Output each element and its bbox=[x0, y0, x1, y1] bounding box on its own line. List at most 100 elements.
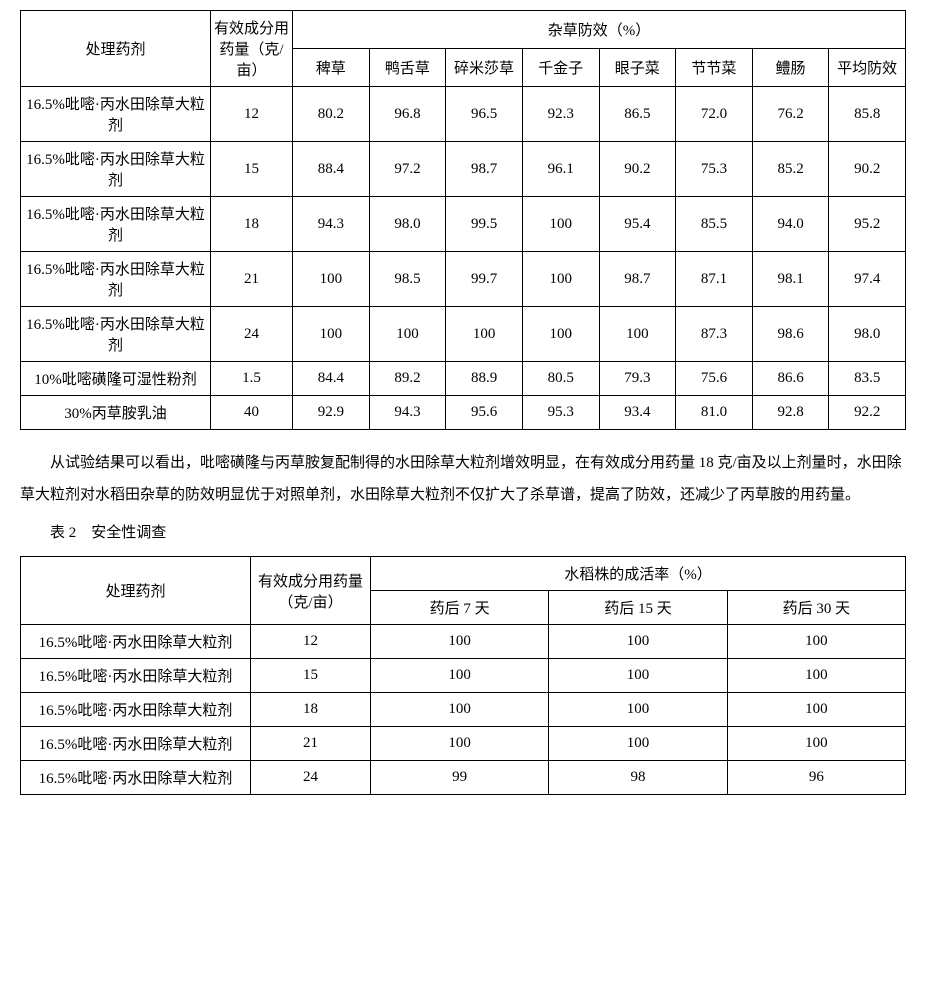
cell-value: 100 bbox=[727, 727, 905, 761]
th-survival: 水稻株的成活率（%） bbox=[371, 557, 906, 591]
th-col: 鳢肠 bbox=[752, 49, 829, 87]
cell-value: 100 bbox=[371, 693, 549, 727]
cell-value: 86.6 bbox=[752, 362, 829, 396]
cell-agent: 30%丙草胺乳油 bbox=[21, 396, 211, 430]
cell-value: 96.5 bbox=[446, 87, 523, 142]
cell-value: 100 bbox=[727, 659, 905, 693]
th-dose: 有效成分用药量（克/亩） bbox=[251, 557, 371, 625]
th-agent: 处理药剂 bbox=[21, 557, 251, 625]
efficacy-table: 处理药剂 有效成分用药量（克/亩） 杂草防效（%） 稗草 鸭舌草 碎米莎草 千金… bbox=[20, 10, 906, 430]
table-row: 16.5%吡嘧·丙水田除草大粒剂1280.296.896.592.386.572… bbox=[21, 87, 906, 142]
cell-dose: 18 bbox=[251, 693, 371, 727]
th-col: 药后 7 天 bbox=[371, 591, 549, 625]
cell-value: 83.5 bbox=[829, 362, 906, 396]
th-col: 平均防效 bbox=[829, 49, 906, 87]
cell-value: 92.3 bbox=[522, 87, 599, 142]
cell-value: 88.4 bbox=[293, 142, 370, 197]
cell-value: 90.2 bbox=[599, 142, 676, 197]
cell-value: 100 bbox=[369, 307, 446, 362]
cell-value: 92.8 bbox=[752, 396, 829, 430]
cell-value: 98.0 bbox=[829, 307, 906, 362]
cell-value: 98.6 bbox=[752, 307, 829, 362]
table-row: 16.5%吡嘧·丙水田除草大粒剂2410010010010010087.398.… bbox=[21, 307, 906, 362]
table-row: 16.5%吡嘧·丙水田除草大粒剂1894.398.099.510095.485.… bbox=[21, 197, 906, 252]
cell-agent: 16.5%吡嘧·丙水田除草大粒剂 bbox=[21, 625, 251, 659]
cell-value: 99.5 bbox=[446, 197, 523, 252]
cell-value: 81.0 bbox=[676, 396, 753, 430]
cell-dose: 21 bbox=[251, 727, 371, 761]
cell-value: 75.3 bbox=[676, 142, 753, 197]
cell-value: 96.1 bbox=[522, 142, 599, 197]
cell-value: 100 bbox=[549, 727, 727, 761]
th-col: 鸭舌草 bbox=[369, 49, 446, 87]
cell-value: 98.5 bbox=[369, 252, 446, 307]
cell-value: 84.4 bbox=[293, 362, 370, 396]
cell-value: 100 bbox=[522, 307, 599, 362]
table-row: 16.5%吡嘧·丙水田除草大粒剂15100100100 bbox=[21, 659, 906, 693]
safety-table: 处理药剂 有效成分用药量（克/亩） 水稻株的成活率（%） 药后 7 天 药后 1… bbox=[20, 556, 906, 795]
table-row: 16.5%吡嘧·丙水田除草大粒剂2110098.599.710098.787.1… bbox=[21, 252, 906, 307]
th-col: 千金子 bbox=[522, 49, 599, 87]
cell-agent: 16.5%吡嘧·丙水田除草大粒剂 bbox=[21, 307, 211, 362]
cell-value: 87.1 bbox=[676, 252, 753, 307]
cell-value: 98.0 bbox=[369, 197, 446, 252]
cell-dose: 12 bbox=[211, 87, 293, 142]
cell-agent: 16.5%吡嘧·丙水田除草大粒剂 bbox=[21, 142, 211, 197]
cell-dose: 18 bbox=[211, 197, 293, 252]
cell-dose: 24 bbox=[251, 761, 371, 795]
cell-value: 86.5 bbox=[599, 87, 676, 142]
th-col: 药后 30 天 bbox=[727, 591, 905, 625]
cell-agent: 16.5%吡嘧·丙水田除草大粒剂 bbox=[21, 252, 211, 307]
th-efficacy: 杂草防效（%） bbox=[293, 11, 906, 49]
cell-value: 90.2 bbox=[829, 142, 906, 197]
th-col: 碎米莎草 bbox=[446, 49, 523, 87]
cell-agent: 16.5%吡嘧·丙水田除草大粒剂 bbox=[21, 659, 251, 693]
cell-value: 100 bbox=[522, 252, 599, 307]
cell-value: 100 bbox=[371, 659, 549, 693]
cell-dose: 12 bbox=[251, 625, 371, 659]
cell-value: 100 bbox=[549, 693, 727, 727]
cell-value: 95.3 bbox=[522, 396, 599, 430]
table-row: 16.5%吡嘧·丙水田除草大粒剂1588.497.298.796.190.275… bbox=[21, 142, 906, 197]
cell-dose: 15 bbox=[211, 142, 293, 197]
cell-value: 98.7 bbox=[446, 142, 523, 197]
cell-value: 100 bbox=[599, 307, 676, 362]
table-row: 16.5%吡嘧·丙水田除草大粒剂18100100100 bbox=[21, 693, 906, 727]
cell-value: 98 bbox=[549, 761, 727, 795]
th-agent: 处理药剂 bbox=[21, 11, 211, 87]
cell-value: 79.3 bbox=[599, 362, 676, 396]
cell-value: 100 bbox=[371, 625, 549, 659]
cell-value: 100 bbox=[727, 693, 905, 727]
cell-value: 96 bbox=[727, 761, 905, 795]
table2-caption: 表 2 安全性调查 bbox=[20, 521, 906, 542]
table-row: 10%吡嘧磺隆可湿性粉剂1.584.489.288.980.579.375.68… bbox=[21, 362, 906, 396]
cell-value: 97.2 bbox=[369, 142, 446, 197]
cell-value: 100 bbox=[371, 727, 549, 761]
cell-value: 100 bbox=[549, 625, 727, 659]
analysis-paragraph: 从试验结果可以看出，吡嘧磺隆与丙草胺复配制得的水田除草大粒剂增效明显，在有效成分… bbox=[20, 448, 906, 511]
cell-value: 89.2 bbox=[369, 362, 446, 396]
cell-value: 80.5 bbox=[522, 362, 599, 396]
cell-agent: 16.5%吡嘧·丙水田除草大粒剂 bbox=[21, 727, 251, 761]
cell-value: 94.3 bbox=[369, 396, 446, 430]
cell-value: 93.4 bbox=[599, 396, 676, 430]
cell-agent: 16.5%吡嘧·丙水田除草大粒剂 bbox=[21, 761, 251, 795]
cell-value: 100 bbox=[293, 252, 370, 307]
cell-value: 94.3 bbox=[293, 197, 370, 252]
cell-value: 96.8 bbox=[369, 87, 446, 142]
th-col: 节节菜 bbox=[676, 49, 753, 87]
cell-value: 85.2 bbox=[752, 142, 829, 197]
cell-value: 99 bbox=[371, 761, 549, 795]
table-row: 16.5%吡嘧·丙水田除草大粒剂24999896 bbox=[21, 761, 906, 795]
cell-value: 98.1 bbox=[752, 252, 829, 307]
cell-value: 97.4 bbox=[829, 252, 906, 307]
cell-value: 85.5 bbox=[676, 197, 753, 252]
cell-agent: 16.5%吡嘧·丙水田除草大粒剂 bbox=[21, 197, 211, 252]
cell-value: 100 bbox=[727, 625, 905, 659]
cell-value: 72.0 bbox=[676, 87, 753, 142]
cell-agent: 16.5%吡嘧·丙水田除草大粒剂 bbox=[21, 693, 251, 727]
cell-value: 85.8 bbox=[829, 87, 906, 142]
cell-value: 100 bbox=[522, 197, 599, 252]
cell-value: 75.6 bbox=[676, 362, 753, 396]
cell-value: 100 bbox=[293, 307, 370, 362]
